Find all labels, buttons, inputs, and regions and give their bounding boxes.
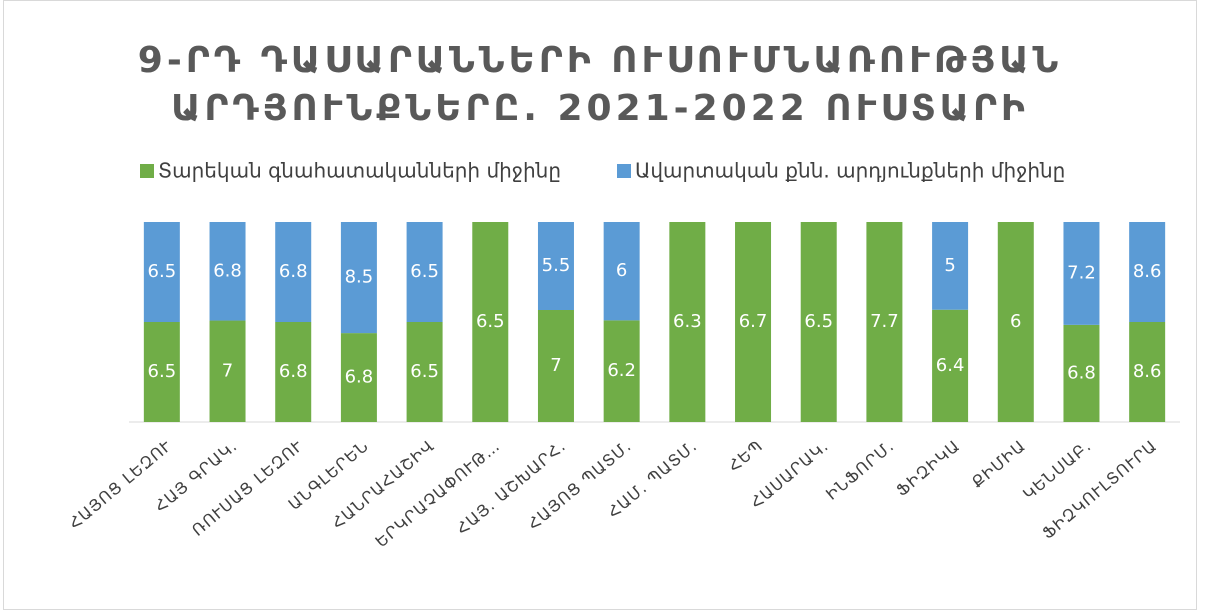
bar-segment	[209, 222, 246, 321]
value-label: 6.5	[476, 311, 505, 332]
value-label: 8.6	[1133, 361, 1162, 382]
bar-segment	[275, 322, 312, 422]
value-label: 6.8	[213, 260, 242, 281]
value-label: 7.2	[1067, 262, 1096, 283]
bar-segment	[537, 222, 574, 310]
value-label: 6.5	[148, 261, 177, 282]
bar-segment	[997, 222, 1034, 422]
bar-segment	[275, 222, 312, 322]
bar-segment	[143, 222, 180, 322]
value-label: 7.7	[870, 311, 899, 332]
bar-segment	[340, 222, 377, 334]
bar-segment	[669, 222, 706, 422]
value-label: 7	[222, 360, 233, 381]
bar-segment	[1129, 322, 1166, 422]
value-label: 6.8	[279, 361, 308, 382]
chart-title: 9-ՐԴ ԴԱՍԱՐԱՆՆԵՐԻ ՈՒՍՈՒՄՆԱՌՈՒԹՅԱՆ	[138, 40, 1062, 81]
chart-frame	[3, 0, 1197, 610]
bar-segment	[340, 333, 377, 422]
value-label: 6.5	[410, 361, 439, 382]
value-label: 8.5	[345, 267, 374, 288]
legend-swatch	[140, 164, 154, 178]
bar-segment	[932, 222, 969, 310]
bar-segment	[1129, 222, 1166, 322]
value-label: 6.7	[739, 311, 768, 332]
bar-segment	[143, 322, 180, 422]
bar-segment	[537, 310, 574, 422]
value-label: 6	[1010, 311, 1021, 332]
bar-segment	[603, 222, 640, 321]
value-label: 6.5	[148, 361, 177, 382]
value-label: 6.2	[607, 360, 636, 381]
value-label: 6.5	[804, 311, 833, 332]
bar-segment	[1063, 324, 1100, 422]
value-label: 6.8	[279, 261, 308, 282]
value-label: 6.8	[1067, 362, 1096, 383]
bar-segment	[472, 222, 509, 422]
bar-segment	[209, 320, 246, 422]
legend-label: Տարեկան գնահատականների միջինը	[158, 159, 561, 183]
value-label: 8.6	[1133, 261, 1162, 282]
value-label: 6.4	[936, 355, 965, 376]
bar-segment	[603, 320, 640, 422]
value-label: 6.3	[673, 311, 702, 332]
value-label: 5	[944, 255, 955, 276]
value-label: 6	[616, 260, 627, 281]
bar-segment	[932, 309, 969, 422]
bar-segment	[1063, 222, 1100, 325]
bar-segment	[406, 222, 443, 322]
value-label: 5.5	[542, 255, 571, 276]
legend-label: Ավարտական քնն. արդյունքների միջինը	[635, 159, 1065, 183]
value-label: 6.8	[345, 367, 374, 388]
value-label: 6.5	[410, 261, 439, 282]
bar-segment	[406, 322, 443, 422]
legend-swatch	[617, 164, 631, 178]
value-label: 7	[550, 355, 561, 376]
bar-segment	[800, 222, 837, 422]
chart-title: ԱՐԴՅՈՒՆՔՆԵՐԸ. 2021-2022 ՈՒՍՏԱՐԻ	[171, 88, 1029, 129]
bar-segment	[735, 222, 772, 422]
bar-segment	[866, 222, 903, 422]
